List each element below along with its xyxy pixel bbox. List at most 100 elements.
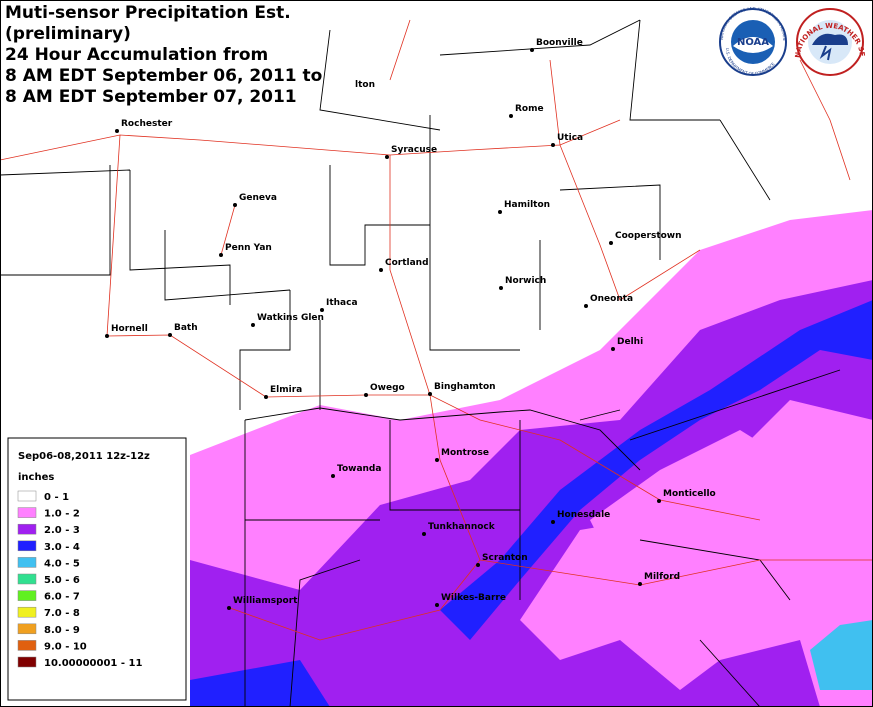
precip-3-4b — [190, 660, 330, 707]
city-dot — [115, 129, 119, 133]
city-dot — [219, 253, 223, 257]
city-dot — [609, 241, 613, 245]
city-dot — [638, 582, 642, 586]
title-line: 8 AM EDT September 06, 2011 to — [5, 66, 322, 86]
precip-2-3 — [190, 280, 873, 707]
title-line: 8 AM EDT September 07, 2011 — [5, 87, 297, 107]
city-dot — [428, 392, 432, 396]
cities: Boonville Rome Utica Syracuse Rochester Genev… — [105, 38, 716, 610]
city-dot — [435, 603, 439, 607]
legend-label: 2.0 - 3 — [44, 525, 80, 536]
city-label: Hornell — [111, 324, 148, 334]
city-label: lton — [355, 80, 375, 90]
legend-label: 3.0 - 4 — [44, 542, 80, 553]
city-dot — [385, 155, 389, 159]
legend-swatch — [17, 606, 37, 618]
legend-label: 4.0 - 5 — [44, 558, 80, 569]
city-label: Ithaca — [326, 298, 358, 308]
city-label: Honesdale — [557, 510, 610, 520]
city-label: Montrose — [441, 448, 489, 458]
legend-units: inches — [18, 472, 54, 483]
city-label: Bath — [174, 323, 198, 333]
legend-label: 5.0 - 6 — [44, 575, 80, 586]
city-dot — [251, 323, 255, 327]
city-label: Owego — [370, 383, 405, 393]
city-dot — [364, 393, 368, 397]
precip-3-4 — [440, 300, 873, 640]
city-label: Elmira — [270, 385, 302, 395]
city-dot — [435, 458, 439, 462]
city-dot — [611, 347, 615, 351]
city-label: Rochester — [121, 119, 173, 129]
city-label: Rome — [515, 104, 544, 114]
legend-swatch — [17, 573, 37, 585]
city-dot — [551, 143, 555, 147]
precip-4-5 — [810, 620, 873, 690]
city-dot — [551, 520, 555, 524]
city-dot — [105, 334, 109, 338]
city-label: Utica — [557, 133, 583, 143]
legend-label: 0 - 1 — [44, 492, 69, 503]
legend-swatch — [17, 590, 37, 601]
city-label: Syracuse — [391, 145, 437, 155]
legend-box — [7, 437, 187, 701]
city-dot — [530, 48, 534, 52]
legend-label: 10.00000001 - 11 — [44, 658, 142, 669]
city-dot — [422, 532, 426, 536]
title-line: (preliminary) — [5, 24, 131, 44]
city-label: Penn Yan — [225, 243, 272, 253]
city-label: Cooperstown — [615, 231, 682, 241]
city-dot — [320, 308, 324, 312]
county-boundaries — [0, 19, 841, 707]
city-label: Cortland — [385, 258, 429, 268]
legend-swatch — [17, 540, 37, 552]
city-label: Milford — [644, 572, 680, 582]
city-dot — [168, 333, 172, 337]
city-label: Wilkes-Barre — [441, 593, 506, 603]
legend-swatch — [17, 640, 37, 651]
city-label: Delhi — [617, 337, 643, 347]
city-dot — [476, 563, 480, 567]
city-label: Oneonta — [590, 294, 633, 304]
legend: Sep06-08,2011 12z-12z inches 0 - 1 1.0 - … — [7, 437, 187, 701]
state-line — [244, 407, 641, 471]
title-line: Muti-sensor Precipitation Est. — [5, 3, 291, 23]
city-dot — [509, 114, 513, 118]
legend-label: 7.0 - 8 — [44, 608, 80, 619]
legend-swatch — [17, 490, 37, 502]
legend-label: 8.0 - 9 — [44, 625, 80, 636]
city-label: Monticello — [663, 489, 716, 499]
legend-swatch — [17, 623, 37, 635]
city-label: Norwich — [505, 276, 546, 286]
city-label: Binghamton — [434, 382, 496, 392]
city-dot — [264, 395, 268, 399]
city-label: Williamsport — [233, 596, 298, 606]
precip-1-2b — [590, 430, 860, 620]
city-label: Geneva — [239, 193, 277, 203]
city-dot — [379, 268, 383, 272]
city-dot — [584, 304, 588, 308]
city-label: Watkins Glen — [257, 313, 324, 323]
city-label: Towanda — [337, 464, 381, 474]
city-label: Tunkhannock — [428, 522, 496, 532]
city-dot — [499, 286, 503, 290]
city-label: Boonville — [536, 38, 583, 48]
legend-swatch — [17, 507, 37, 518]
legend-label: 1.0 - 2 — [44, 509, 80, 520]
legend-label: 6.0 - 7 — [44, 592, 80, 603]
city-dot — [227, 606, 231, 610]
legend-title: Sep06-08,2011 12z-12z — [18, 451, 150, 462]
title: Muti-sensor Precipitation Est.(prelimina… — [5, 3, 322, 107]
title-line: 24 Hour Accumulation from — [5, 45, 268, 65]
legend-swatch — [17, 523, 37, 535]
noaa-label: NOAA — [737, 37, 769, 48]
city-dot — [498, 210, 502, 214]
city-label: Hamilton — [504, 200, 550, 210]
legend-swatch — [17, 557, 37, 568]
legend-label: 9.0 - 10 — [44, 641, 87, 652]
city-dot — [233, 203, 237, 207]
city-dot — [657, 499, 661, 503]
city-label: Scranton — [482, 553, 528, 563]
city-dot — [331, 474, 335, 478]
